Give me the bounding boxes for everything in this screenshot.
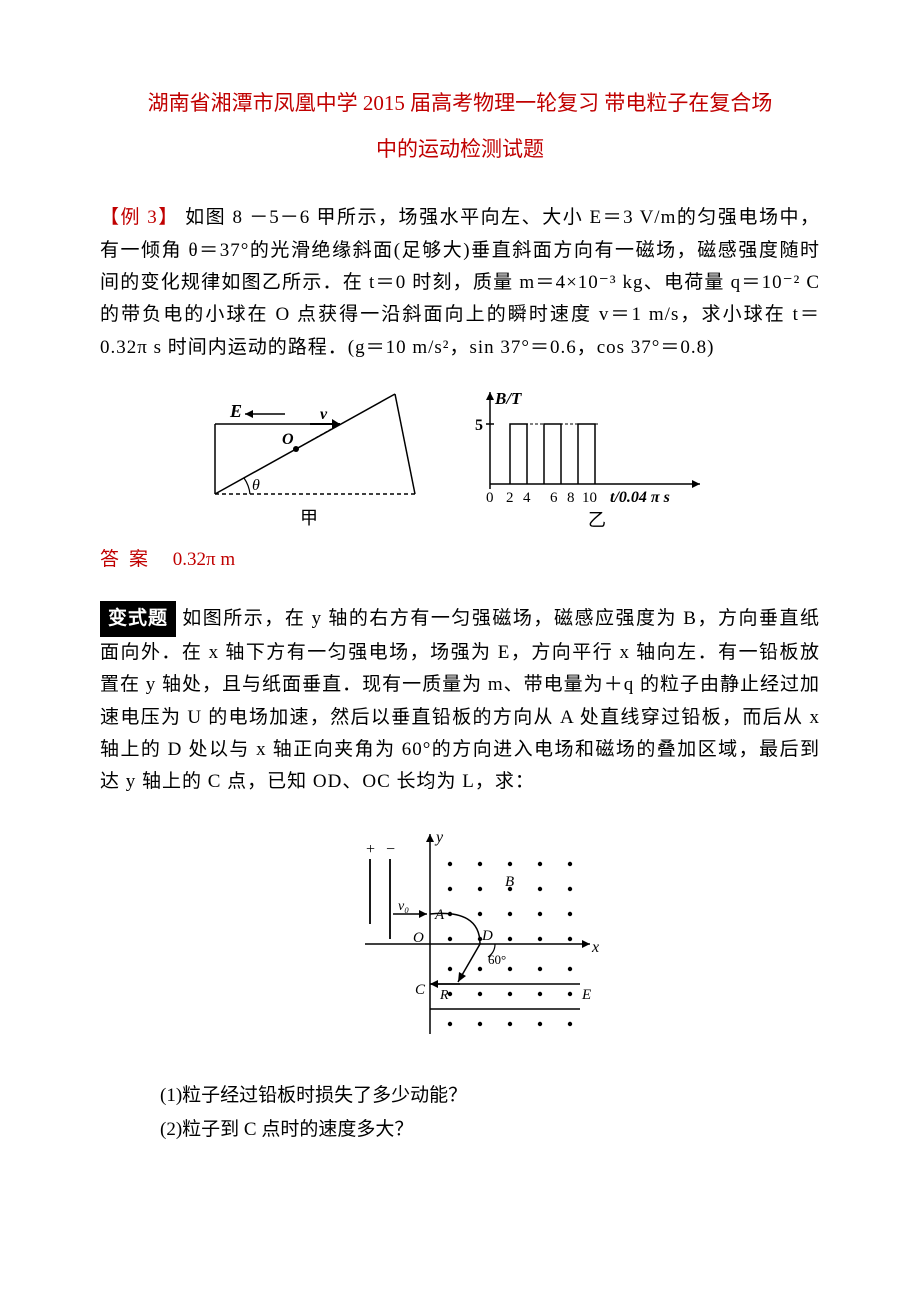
tick-6: 6	[550, 490, 558, 506]
answer-line: 答案 0.32π m	[100, 544, 820, 571]
axis-t: t/0.04 π s	[610, 489, 670, 506]
plate-plus: +	[366, 841, 375, 858]
figure-row-1: E O v θ 甲 5 0 2 4 6 8 10 B/T t/0.04 π s …	[100, 384, 820, 534]
label-jia: 甲	[300, 508, 318, 528]
example3-block: 【例 3】 如图 8 －5－6 甲所示，场强水平向左、大小 E＝3 V/m的匀强…	[100, 202, 820, 363]
answer-value: 0.32π m	[173, 549, 235, 570]
label-E: E	[229, 401, 242, 421]
pulse-train	[510, 424, 598, 484]
plate-minus: −	[386, 841, 395, 858]
label-A: A	[434, 907, 445, 923]
label-C: C	[415, 982, 426, 998]
axis-x: x	[591, 939, 599, 956]
label-B2: B	[505, 874, 514, 890]
label-E2: E	[581, 987, 591, 1003]
figure-yi: 5 0 2 4 6 8 10 B/T t/0.04 π s 乙	[470, 384, 720, 534]
variant-body: 如图所示，在 y 轴的右方有一匀强磁场，磁感应强度为 B，方向垂直纸面向外．在 …	[100, 608, 820, 792]
label-theta: θ	[252, 477, 260, 494]
label-D: D	[481, 928, 493, 944]
page-title-line1: 湖南省湘潭市凤凰中学 2015 届高考物理一轮复习 带电粒子在复合场	[100, 80, 820, 126]
tick-4: 4	[523, 490, 531, 506]
question-2: (2)粒子到 C 点时的速度多大？	[160, 1113, 820, 1147]
example3-body: 如图 8 －5－6 甲所示，场强水平向左、大小 E＝3 V/m的匀强电场中，有一…	[100, 207, 820, 357]
tick-10: 10	[582, 490, 597, 506]
label-O2: O	[413, 930, 424, 946]
label-v: v	[320, 406, 328, 423]
variant-block: 变式题 如图所示，在 y 轴的右方有一匀强磁场，磁感应强度为 B，方向垂直纸面向…	[100, 601, 820, 799]
question-list: (1)粒子经过铅板时损失了多少动能？ (2)粒子到 C 点时的速度多大？	[100, 1079, 820, 1147]
label-v0: v₀	[398, 899, 409, 914]
tick-2: 2	[506, 490, 514, 506]
figure-2-wrap: y x + − v₀ A B D O 60° C R E	[100, 824, 820, 1054]
axis-B: B/T	[494, 389, 522, 408]
tick-0: 0	[486, 490, 494, 506]
axis-y: y	[434, 829, 444, 846]
figure-jia: E O v θ 甲	[200, 384, 430, 534]
label-R: R	[439, 988, 449, 1003]
answer-label: 答案	[100, 549, 158, 570]
label-angle: 60°	[488, 952, 506, 967]
variant-label-box: 变式题	[100, 601, 176, 637]
tick-8: 8	[567, 490, 575, 506]
label-yi: 乙	[588, 510, 606, 530]
question-1: (1)粒子经过铅板时损失了多少动能？	[160, 1079, 820, 1113]
figure-2: y x + − v₀ A B D O 60° C R E	[310, 824, 610, 1054]
page-title-line2: 中的运动检测试题	[100, 126, 820, 172]
label-O: O	[282, 431, 294, 448]
tick-5: 5	[475, 417, 483, 434]
example3-marker: 【例 3】	[100, 207, 179, 228]
